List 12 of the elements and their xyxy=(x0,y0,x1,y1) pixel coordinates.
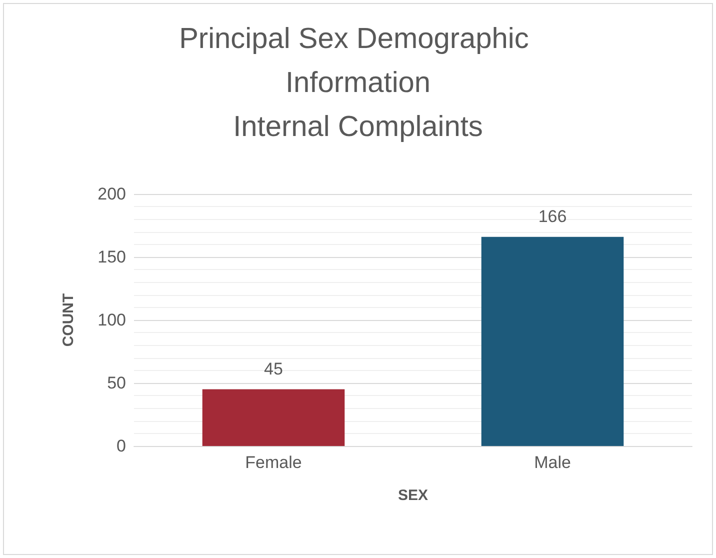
x-axis-title: SEX xyxy=(398,487,428,504)
y-tick-label: 100 xyxy=(98,310,126,330)
x-tick-label: Female xyxy=(245,453,302,472)
y-tick-label: 50 xyxy=(107,374,126,392)
y-tick-label: 0 xyxy=(116,436,126,456)
x-tick-label: Male xyxy=(534,453,571,472)
data-label: 45 xyxy=(264,359,283,378)
y-tick-label: 200 xyxy=(98,184,126,204)
y-axis-title: COUNT xyxy=(60,293,77,347)
chart-title: Principal Sex Demographic Information Internal Complaints xyxy=(179,23,537,143)
data-label: 166 xyxy=(538,206,567,226)
y-tick-label: 150 xyxy=(98,248,126,266)
